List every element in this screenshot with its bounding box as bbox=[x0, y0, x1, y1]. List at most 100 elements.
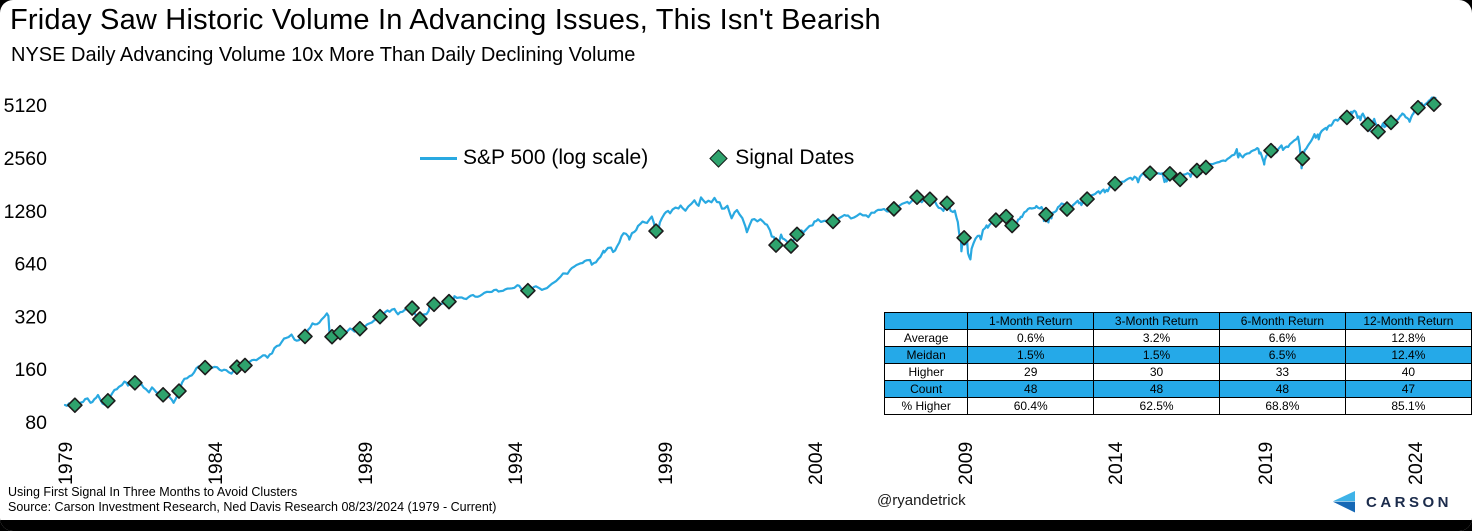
signal-diamond bbox=[1198, 159, 1214, 176]
table-cell: 3.2% bbox=[1093, 329, 1220, 347]
signal-diamond bbox=[297, 328, 313, 345]
returns-table: 1-Month Return 3-Month Return 6-Month Retu… bbox=[883, 312, 1472, 415]
table-cell: 12.4% bbox=[1344, 346, 1472, 364]
table-row: Higher 29 30 33 40 bbox=[883, 363, 1472, 381]
footnote-method: Using First Signal In Three Months to Av… bbox=[8, 485, 298, 499]
legend-line-label: S&P 500 (log scale) bbox=[463, 146, 649, 169]
table-row: Average 0.6% 3.2% 6.6% 12.8% bbox=[883, 329, 1472, 347]
y-axis-label: 1280 bbox=[4, 201, 48, 223]
signal-diamond bbox=[237, 357, 253, 374]
table-cell: 62.5% bbox=[1093, 397, 1220, 415]
table-cell: 0.6% bbox=[967, 329, 1095, 347]
signal-diamond bbox=[783, 238, 799, 254]
diamond-icon bbox=[709, 148, 728, 168]
x-axis-label: 2024 bbox=[1405, 441, 1427, 485]
x-axis-label: 1979 bbox=[55, 442, 77, 485]
signal-diamond bbox=[768, 237, 784, 253]
table-cell: 1.5% bbox=[1093, 346, 1220, 364]
signal-diamond bbox=[332, 324, 348, 341]
table-header-row: 1-Month Return 3-Month Return 6-Month Retu… bbox=[883, 312, 1472, 330]
x-axis-label: 1994 bbox=[505, 441, 527, 485]
signal-diamond bbox=[909, 189, 925, 206]
table-row-label: Meidan bbox=[883, 346, 969, 364]
table-header-cell: 3-Month Return bbox=[1093, 312, 1220, 330]
table-cell: 40 bbox=[1344, 363, 1472, 381]
signal-diamond bbox=[789, 226, 805, 243]
signal-diamond bbox=[1142, 165, 1158, 181]
table-cell: 48 bbox=[1093, 380, 1220, 398]
table-cell: 48 bbox=[1218, 380, 1346, 398]
table-header-cell bbox=[883, 312, 969, 330]
signal-diamond bbox=[127, 374, 143, 391]
signal-diamond bbox=[648, 223, 664, 239]
signal-diamond bbox=[886, 201, 902, 217]
signal-diamond bbox=[1360, 116, 1376, 133]
x-axis-label: 2019 bbox=[1255, 442, 1277, 485]
signal-diamond bbox=[1410, 99, 1426, 116]
signal-diamond bbox=[1079, 191, 1095, 207]
table-row: Count 48 48 48 47 bbox=[883, 380, 1472, 398]
signal-diamond bbox=[404, 300, 420, 316]
signal-diamond bbox=[197, 359, 213, 376]
signal-diamond bbox=[426, 296, 442, 313]
signal-diamond bbox=[1162, 166, 1178, 182]
signal-diamond bbox=[520, 282, 536, 299]
signal-diamond bbox=[1004, 217, 1020, 234]
table-cell: 33 bbox=[1218, 363, 1346, 381]
legend: S&P 500 (log scale) Signal Dates bbox=[420, 146, 854, 170]
y-axis-label: 160 bbox=[14, 359, 47, 381]
table-cell: 30 bbox=[1093, 363, 1220, 381]
signal-diamond bbox=[939, 195, 955, 212]
table-row-label: Average bbox=[883, 329, 969, 347]
signal-diamond bbox=[67, 397, 83, 414]
signal-diamond bbox=[1383, 114, 1399, 131]
signal-diamond bbox=[412, 311, 428, 327]
twitter-handle: @ryandetrick bbox=[877, 492, 966, 509]
signal-diamond bbox=[956, 230, 972, 246]
legend-item-signals: Signal Dates bbox=[709, 146, 855, 170]
table-cell: 48 bbox=[967, 380, 1095, 398]
table-header-cell: 6-Month Return bbox=[1218, 312, 1346, 330]
legend-signal-label: Signal Dates bbox=[735, 146, 855, 169]
table-row: % Higher 60.4% 62.5% 68.8% 85.1% bbox=[883, 397, 1472, 415]
carson-logo: CARSON bbox=[1332, 491, 1452, 513]
table-row-label: Higher bbox=[883, 363, 969, 381]
x-axis-label: 2004 bbox=[805, 441, 827, 485]
signal-diamond bbox=[171, 383, 187, 399]
page-title: Friday Saw Historic Volume In Advancing … bbox=[10, 4, 881, 36]
signal-diamond bbox=[1370, 123, 1386, 140]
signal-diamond bbox=[1059, 201, 1075, 217]
signal-diamond bbox=[1426, 96, 1442, 113]
signal-diamond bbox=[922, 191, 938, 208]
x-axis-label: 1989 bbox=[355, 442, 377, 485]
footnote-source: Source: Carson Investment Research, Ned … bbox=[8, 500, 497, 514]
table-row-label: Count bbox=[883, 380, 969, 398]
x-axis-label: 1984 bbox=[205, 441, 227, 485]
signal-diamond bbox=[1294, 150, 1311, 167]
x-axis-label: 2009 bbox=[955, 442, 977, 485]
signal-diamond bbox=[155, 386, 171, 403]
y-axis-label: 5120 bbox=[4, 95, 48, 117]
table-row: Meidan 1.5% 1.5% 6.5% 12.4% bbox=[883, 346, 1472, 364]
x-axis-label: 2014 bbox=[1105, 441, 1127, 485]
carson-wordmark: CARSON bbox=[1365, 493, 1452, 511]
table-cell: 12.8% bbox=[1344, 329, 1472, 347]
signal-diamond bbox=[825, 213, 841, 230]
returns-table-body: 1-Month Return 3-Month Return 6-Month Retu… bbox=[883, 312, 1472, 415]
x-axis-label: 1999 bbox=[655, 442, 677, 485]
bottom-bar bbox=[0, 520, 1472, 531]
signal-diamond bbox=[1339, 109, 1355, 126]
table-row-label: % Higher bbox=[883, 397, 969, 415]
table-cell: 47 bbox=[1344, 380, 1472, 398]
table-cell: 1.5% bbox=[967, 346, 1095, 364]
table-cell: 68.8% bbox=[1218, 397, 1346, 415]
page-subtitle: NYSE Daily Advancing Volume 10x More Tha… bbox=[11, 44, 636, 66]
table-header-cell: 1-Month Return bbox=[967, 312, 1095, 330]
table-cell: 60.4% bbox=[967, 397, 1095, 415]
y-axis-label: 640 bbox=[14, 254, 47, 276]
signal-diamond bbox=[1107, 175, 1123, 192]
table-cell: 85.1% bbox=[1344, 397, 1472, 415]
signal-diamond bbox=[100, 392, 116, 409]
